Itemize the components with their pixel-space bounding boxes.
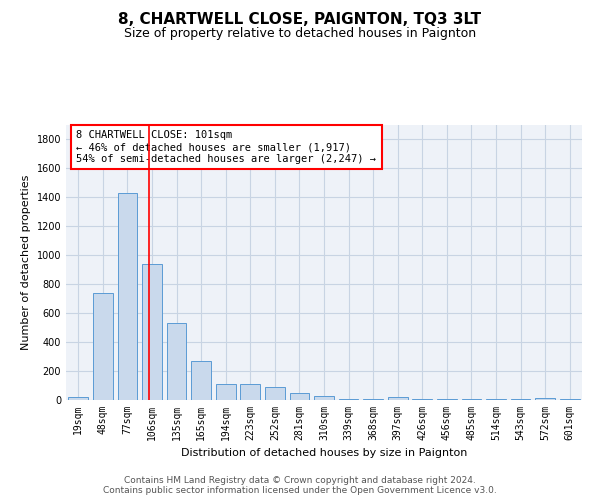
Bar xyxy=(191,361,211,400)
Bar xyxy=(290,394,309,400)
Text: 8 CHARTWELL CLOSE: 101sqm
← 46% of detached houses are smaller (1,917)
54% of se: 8 CHARTWELL CLOSE: 101sqm ← 46% of detac… xyxy=(76,130,376,164)
Bar xyxy=(167,324,187,400)
Y-axis label: Number of detached properties: Number of detached properties xyxy=(21,175,31,350)
Text: Size of property relative to detached houses in Paignton: Size of property relative to detached ho… xyxy=(124,28,476,40)
Text: Contains HM Land Registry data © Crown copyright and database right 2024.
Contai: Contains HM Land Registry data © Crown c… xyxy=(103,476,497,495)
Text: 8, CHARTWELL CLOSE, PAIGNTON, TQ3 3LT: 8, CHARTWELL CLOSE, PAIGNTON, TQ3 3LT xyxy=(118,12,482,28)
Bar xyxy=(68,397,88,400)
Bar xyxy=(265,387,284,400)
Bar xyxy=(118,193,137,400)
Bar xyxy=(216,384,236,400)
X-axis label: Distribution of detached houses by size in Paignton: Distribution of detached houses by size … xyxy=(181,448,467,458)
Bar xyxy=(93,293,113,400)
Bar xyxy=(241,384,260,400)
Bar xyxy=(142,264,162,400)
Bar xyxy=(388,397,407,400)
Bar xyxy=(314,396,334,400)
Bar xyxy=(535,398,555,400)
